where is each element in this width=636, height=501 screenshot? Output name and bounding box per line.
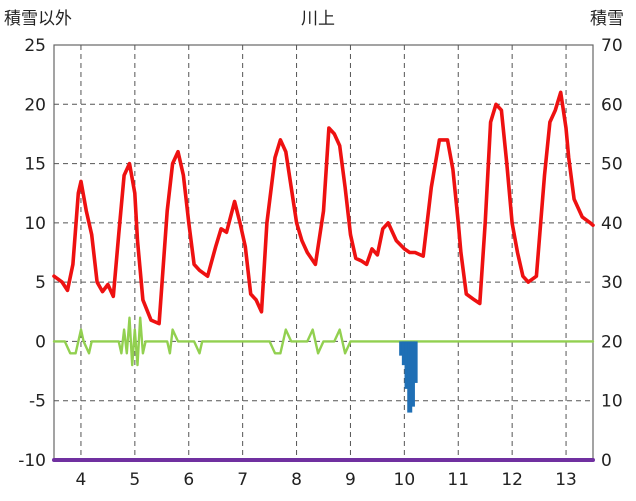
y-right-tick-label: 70	[601, 36, 623, 56]
bar-mark	[399, 341, 405, 356]
x-tick-label: 11	[447, 470, 469, 490]
y-left-tick-label: -5	[29, 392, 46, 412]
bar-mark	[409, 341, 415, 407]
x-tick-label: 7	[237, 470, 248, 490]
chart-title: 川上	[301, 9, 335, 29]
y-left-tick-label: 20	[24, 95, 46, 115]
bar-mark	[412, 341, 418, 383]
y-left-tick-label: 15	[24, 155, 46, 175]
y-left-tick-label: 10	[24, 214, 46, 234]
series-line-0	[52, 90, 595, 326]
x-tick-label: 10	[394, 470, 416, 490]
left-axis-title: 積雪以外	[4, 9, 72, 29]
y-right-tick-label: 10	[601, 392, 623, 412]
x-tick-label: 12	[501, 470, 523, 490]
series-line-1	[52, 316, 595, 367]
bar-mark	[401, 341, 407, 366]
y-right-tick-label: 20	[601, 332, 623, 352]
x-tick-label: 9	[345, 470, 356, 490]
y-left-tick-label: 0	[35, 332, 46, 352]
y-right-tick-label: 40	[601, 214, 623, 234]
x-tick-label: 4	[76, 470, 87, 490]
x-tick-label: 8	[291, 470, 302, 490]
x-tick-label: 6	[183, 470, 194, 490]
right-axis-title: 積雪	[590, 9, 624, 29]
y-right-tick-label: 60	[601, 95, 623, 115]
bar-mark	[407, 341, 413, 413]
y-right-tick-label: 0	[601, 451, 612, 471]
y-left-tick-label: 5	[35, 273, 46, 293]
x-tick-label: 13	[555, 470, 577, 490]
y-right-tick-label: 30	[601, 273, 623, 293]
y-left-tick-label: 25	[24, 36, 46, 56]
bar-mark	[404, 341, 410, 389]
y-right-tick-label: 50	[601, 155, 623, 175]
x-tick-label: 5	[129, 470, 140, 490]
y-left-tick-label: -10	[18, 451, 46, 471]
